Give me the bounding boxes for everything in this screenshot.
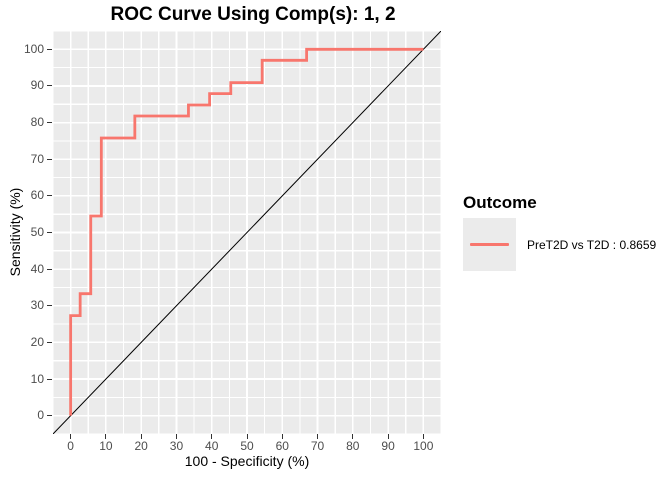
x-tick-label: 20	[134, 439, 148, 453]
y-tick-label: 80	[30, 115, 44, 130]
legend-entry: PreT2D vs T2D : 0.8659	[463, 218, 656, 271]
y-tick-mark	[47, 378, 52, 380]
legend-entry-label: PreT2D vs T2D : 0.8659	[527, 237, 657, 252]
y-tick-mark	[47, 415, 52, 417]
plot-panel	[53, 31, 441, 434]
x-tick-label: 80	[346, 439, 360, 453]
roc-chart-canvas	[53, 31, 441, 434]
y-axis-title: Sensitivity (%)	[7, 187, 23, 277]
y-tick-label: 10	[30, 371, 44, 386]
y-tick-label: 70	[30, 151, 44, 166]
x-tick-mark	[352, 434, 354, 439]
x-tick-mark	[140, 434, 142, 439]
legend: Outcome PreT2D vs T2D : 0.8659	[463, 194, 656, 271]
legend-key	[463, 218, 516, 271]
y-tick-mark	[47, 48, 52, 50]
x-tick-label: 90	[381, 439, 395, 453]
x-tick-label: 100	[413, 439, 434, 453]
roc-line-sample-icon	[470, 242, 509, 247]
x-tick-label: 60	[275, 439, 289, 453]
y-tick-mark	[47, 195, 52, 197]
x-tick-label: 40	[205, 439, 219, 453]
x-tick-label: 30	[169, 439, 184, 453]
x-axis-title: 100 - Specificity (%)	[184, 453, 310, 469]
y-tick-label: 30	[30, 298, 44, 313]
y-tick-mark	[47, 158, 52, 160]
y-tick-label: 60	[30, 188, 44, 203]
y-tick-label: 40	[30, 261, 44, 276]
x-tick-mark	[422, 434, 424, 439]
plot-title: ROC Curve Using Comp(s): 1, 2	[110, 4, 396, 25]
x-tick-label: 50	[240, 439, 254, 453]
y-tick-label: 0	[37, 408, 44, 423]
x-tick-mark	[105, 434, 107, 439]
y-tick-mark	[47, 268, 52, 270]
x-tick-mark	[281, 434, 283, 439]
legend-title: Outcome	[463, 193, 537, 212]
diagonal-reference-line	[53, 31, 441, 434]
x-tick-mark	[211, 434, 213, 439]
x-tick-label: 0	[67, 439, 74, 453]
y-tick-label: 100	[23, 41, 44, 56]
x-tick-mark	[70, 434, 72, 439]
x-tick-mark	[246, 434, 248, 439]
x-tick-label: 10	[99, 439, 113, 453]
x-tick-mark	[175, 434, 177, 439]
y-tick-mark	[47, 232, 52, 233]
y-tick-label: 50	[30, 225, 44, 239]
x-tick-label: 70	[310, 439, 325, 453]
y-tick-label: 20	[30, 334, 44, 349]
y-tick-mark	[47, 85, 52, 87]
x-tick-mark	[387, 434, 389, 439]
y-tick-mark	[47, 341, 52, 343]
x-tick-mark	[317, 434, 319, 439]
roc-curve	[69, 47, 424, 416]
y-tick-mark	[47, 122, 52, 124]
y-tick-mark	[47, 305, 52, 307]
y-tick-label: 90	[30, 78, 44, 93]
